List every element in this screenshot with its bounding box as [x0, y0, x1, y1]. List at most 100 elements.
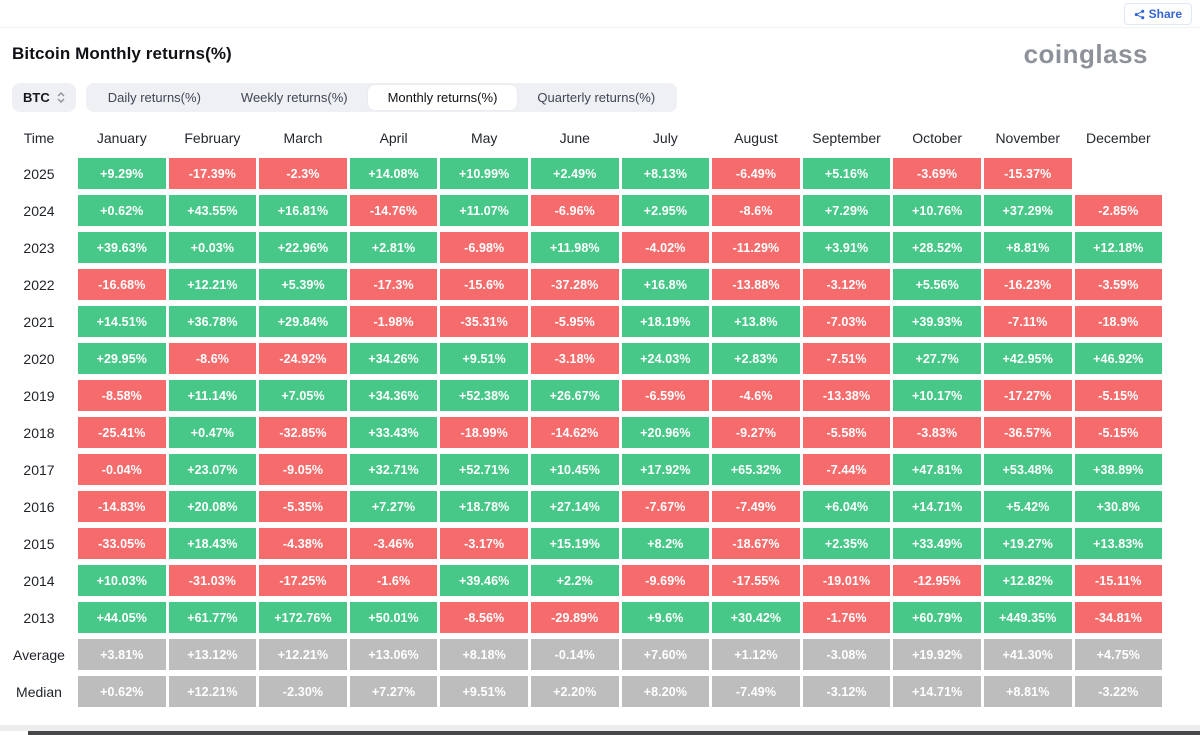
return-cell: -12.95%: [893, 565, 981, 596]
return-cell: +12.82%: [983, 565, 1072, 596]
column-header-december: December: [1086, 130, 1151, 146]
page-title: Bitcoin Monthly returns(%): [12, 44, 232, 63]
returns-period-tabs: Daily returns(%) Weekly returns(%) Monthly…: [85, 82, 678, 112]
return-cell: +5.56%: [893, 269, 981, 300]
return-cell: -6.98%: [440, 232, 528, 263]
tab-quarterly-returns[interactable]: Quarterly returns(%): [537, 89, 656, 105]
return-cell: +14.08%: [349, 158, 438, 189]
topbar: Share: [0, 0, 1200, 28]
return-cell: +12.18%: [1074, 232, 1163, 263]
return-cell: -14.62%: [530, 417, 619, 448]
return-cell: -2.3%: [259, 158, 347, 189]
return-cell: -29.89%: [530, 602, 619, 633]
return-cell: +0.03%: [168, 232, 257, 263]
column-header-may: May: [470, 130, 498, 146]
return-cell: -3.46%: [349, 528, 438, 559]
tab-weekly-returns[interactable]: Weekly returns(%): [240, 89, 348, 105]
return-cell: +10.17%: [893, 380, 981, 411]
return-cell: -31.03%: [168, 565, 257, 596]
return-cell: +36.78%: [168, 306, 257, 337]
share-icon: [1134, 9, 1144, 19]
table-header-row: Time January February March April May June July…: [3, 126, 1200, 150]
tab-monthly-returns[interactable]: Monthly returns(%): [367, 84, 518, 110]
return-cell: +61.77%: [168, 602, 257, 633]
return-cell: -15.6%: [440, 269, 528, 300]
return-cell: -8.56%: [440, 602, 528, 633]
return-cell: +32.71%: [349, 454, 438, 485]
return-cell: +11.98%: [530, 232, 619, 263]
return-cell: -17.25%: [259, 565, 347, 596]
return-cell: -0.14%: [530, 639, 619, 670]
column-header-january: January: [96, 130, 147, 146]
return-cell: +16.8%: [621, 269, 710, 300]
return-cell: -16.23%: [983, 269, 1072, 300]
footer-dark-bar: [28, 731, 1200, 735]
return-cell: +30.42%: [712, 602, 800, 633]
return-cell: +12.21%: [168, 269, 257, 300]
return-cell: +2.81%: [349, 232, 438, 263]
return-cell: +14.51%: [78, 306, 166, 337]
row-label-2021: 2021: [23, 313, 55, 330]
return-cell: -3.69%: [893, 158, 981, 189]
return-cell: +2.2%: [530, 565, 619, 596]
return-cell: -24.92%: [259, 343, 347, 374]
return-cell: +50.01%: [349, 602, 438, 633]
return-cell: -15.37%: [983, 158, 1072, 189]
return-cell: +7.29%: [802, 195, 891, 226]
return-cell: +10.76%: [893, 195, 981, 226]
return-cell: +13.12%: [168, 639, 257, 670]
return-cell: +53.48%: [983, 454, 1072, 485]
return-cell: -5.15%: [1074, 417, 1163, 448]
return-cell: +8.18%: [440, 639, 528, 670]
return-cell: -14.76%: [349, 195, 438, 226]
return-cell: -17.55%: [712, 565, 800, 596]
row-label-2015: 2015: [23, 535, 55, 552]
return-cell: +19.27%: [983, 528, 1072, 559]
return-cell: -7.11%: [983, 306, 1072, 337]
return-cell: +4.75%: [1074, 639, 1163, 670]
column-header-july: July: [652, 130, 678, 146]
return-cell: +1.12%: [712, 639, 800, 670]
return-cell: +2.83%: [712, 343, 800, 374]
return-cell: +44.05%: [78, 602, 166, 633]
return-cell: -4.02%: [621, 232, 710, 263]
return-cell: -13.38%: [802, 380, 891, 411]
return-cell: -2.85%: [1074, 195, 1163, 226]
return-cell: -7.67%: [621, 491, 710, 522]
return-cell: +15.19%: [530, 528, 619, 559]
return-cell: +11.07%: [440, 195, 528, 226]
return-cell: +34.26%: [349, 343, 438, 374]
return-cell: -1.98%: [349, 306, 438, 337]
return-cell: +52.38%: [440, 380, 528, 411]
row-label-2023: 2023: [23, 239, 55, 256]
return-cell: +18.19%: [621, 306, 710, 337]
return-cell: +47.81%: [893, 454, 981, 485]
return-cell: -3.17%: [440, 528, 528, 559]
return-cell: +6.04%: [802, 491, 891, 522]
row-label-2017: 2017: [23, 461, 55, 478]
return-cell: +3.81%: [78, 639, 166, 670]
return-cell: +2.95%: [621, 195, 710, 226]
return-cell: -13.88%: [712, 269, 800, 300]
return-cell: -19.01%: [802, 565, 891, 596]
tab-daily-returns[interactable]: Daily returns(%): [107, 89, 201, 105]
return-cell: +38.89%: [1074, 454, 1163, 485]
coin-selector[interactable]: BTC: [12, 82, 76, 112]
return-cell: +0.62%: [78, 195, 166, 226]
return-cell: -5.35%: [259, 491, 347, 522]
return-cell: +22.96%: [259, 232, 347, 263]
column-header-april: April: [379, 130, 408, 146]
return-cell: -32.85%: [259, 417, 347, 448]
return-cell: +2.35%: [802, 528, 891, 559]
return-cell: +14.71%: [893, 491, 981, 522]
return-cell: +10.99%: [440, 158, 528, 189]
return-cell: -5.95%: [530, 306, 619, 337]
share-button[interactable]: Share: [1123, 3, 1192, 25]
row-label-2018: 2018: [23, 424, 55, 441]
return-cell: +449.35%: [983, 602, 1072, 633]
return-cell: -3.83%: [893, 417, 981, 448]
return-cell: +18.43%: [168, 528, 257, 559]
return-cell: -16.68%: [78, 269, 166, 300]
return-cell: [1075, 158, 1163, 189]
return-cell: +5.42%: [983, 491, 1072, 522]
